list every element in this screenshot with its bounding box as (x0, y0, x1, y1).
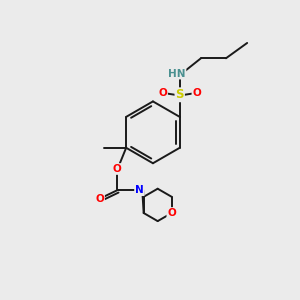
Text: O: O (113, 164, 122, 174)
Text: O: O (158, 88, 167, 98)
Text: O: O (192, 88, 201, 98)
Text: S: S (176, 88, 184, 101)
Text: O: O (95, 194, 104, 204)
Text: O: O (167, 208, 176, 218)
Text: N: N (135, 185, 144, 195)
Text: HN: HN (168, 69, 185, 79)
